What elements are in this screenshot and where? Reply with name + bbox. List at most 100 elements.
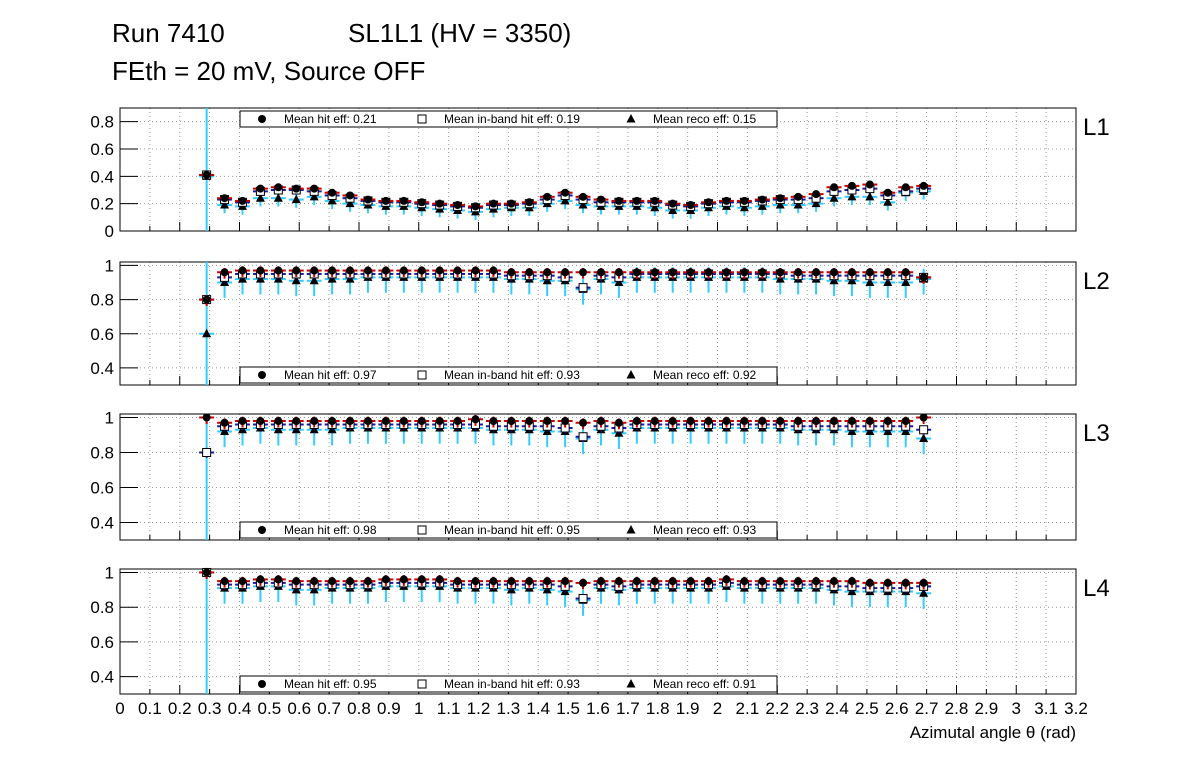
hit-point: [435, 417, 444, 425]
reco-point: [919, 433, 929, 442]
hit-point: [812, 190, 821, 199]
hit-point: [830, 183, 839, 192]
hit-point: [614, 418, 623, 427]
layer-label: L4: [1083, 575, 1110, 602]
hit-point: [686, 417, 695, 425]
reco-point: [739, 202, 749, 212]
hit-point: [202, 568, 211, 577]
hit-point: [238, 577, 247, 586]
reco-point: [273, 193, 283, 202]
legend: Mean hit eff: 0.21 Mean in-band hit eff: …: [239, 110, 778, 128]
legend-hit-text: Mean hit eff: 0.95: [284, 677, 377, 691]
legend-hit-text: Mean hit eff: 0.98: [284, 523, 377, 537]
hit-point: [579, 578, 588, 587]
hit-point: [238, 266, 247, 275]
hit-point: [310, 266, 319, 275]
hit-point: [579, 192, 588, 201]
reco-point: [327, 195, 337, 205]
legend-box: [239, 366, 778, 384]
panel-L3: 0.4 0.6 0.8 1 Mean hit eff: 0.98 Mean in-band…: [90, 409, 1110, 541]
x-tick-label: 2.3: [795, 699, 819, 718]
hit-point: [543, 577, 552, 586]
series-hit: [199, 266, 932, 306]
x-tick-label: 0.1: [138, 699, 162, 718]
x-tick-label: 1.2: [467, 699, 491, 718]
hit-point: [812, 577, 821, 586]
hit-point: [650, 268, 659, 277]
hit-point: [686, 577, 695, 586]
reco-point: [291, 275, 301, 285]
hit-point: [417, 575, 426, 584]
hit-point: [740, 268, 749, 277]
hit-point: [399, 266, 408, 275]
hit-point: [471, 415, 480, 424]
hit-point: [310, 577, 319, 586]
x-tick-label: 0.5: [258, 699, 282, 718]
hit-point: [704, 268, 713, 277]
hit-point: [310, 417, 319, 425]
y-tick-label: 0.6: [90, 325, 114, 344]
hit-point: [292, 417, 301, 425]
hit-point: [328, 417, 337, 425]
hit-point: [758, 577, 767, 586]
hit-point: [471, 266, 480, 275]
x-tick-label: 3: [1012, 699, 1021, 718]
hit-point: [650, 577, 659, 586]
hit-point: [471, 202, 480, 211]
reco-point: [291, 194, 301, 204]
x-tick-label: 3.1: [1034, 699, 1058, 718]
hit-point: [238, 417, 247, 425]
hit-point: [507, 417, 516, 425]
y-tick-label: 0.4: [90, 514, 114, 533]
x-tick-label: 2: [713, 699, 722, 718]
hit-point: [346, 577, 355, 586]
series-hit: [199, 170, 932, 211]
y-tick-label: 0.2: [90, 195, 114, 214]
hit-point: [614, 196, 623, 205]
hit-point: [256, 184, 265, 193]
legend-reco-text: Mean reco eff: 0.15: [653, 112, 757, 126]
reco-point: [309, 275, 319, 285]
hit-point: [399, 417, 408, 425]
inband-point: [919, 425, 929, 435]
hit-point: [220, 194, 229, 203]
hit-point: [596, 195, 605, 204]
x-tick-label: 0.8: [347, 699, 371, 718]
hit-point: [722, 417, 731, 425]
hit-point: [489, 199, 498, 208]
x-tick-label: 0.6: [287, 699, 311, 718]
hit-point: [722, 268, 731, 277]
reco-point: [847, 191, 857, 201]
hit-point: [346, 417, 355, 425]
x-tick-label: 1.9: [676, 699, 700, 718]
hit-point: [381, 266, 390, 275]
legend-reco-marker: [626, 114, 636, 123]
reco-point: [668, 205, 678, 214]
hit-point: [883, 417, 892, 425]
hit-point: [220, 268, 229, 277]
hit-point: [417, 417, 426, 425]
x-tick-label: 2.7: [915, 699, 939, 718]
y-tick-label: 0.8: [90, 113, 114, 132]
y-tick-label: 0.4: [90, 167, 114, 186]
panel-frame: [119, 568, 1077, 695]
panel-L4: 0.4 0.6 0.8 1 Mean hit eff: 0.95 Mean in-band…: [90, 563, 1110, 695]
hit-point: [561, 188, 570, 197]
hit-point: [596, 417, 605, 425]
hit-point: [238, 196, 247, 205]
legend-reco-marker: [626, 525, 636, 534]
hit-point: [274, 266, 283, 275]
inband-point: [578, 432, 588, 442]
reco-point: [757, 201, 767, 210]
hit-point: [471, 577, 480, 586]
hit-point: [256, 266, 265, 275]
hit-point: [614, 577, 623, 586]
panels: 0 0.2 0.4 0.6 0.8 Mean hit eff: 0.21 Mean in-b…: [90, 107, 1110, 695]
hit-point: [310, 184, 319, 193]
legend-hit-marker: [258, 115, 266, 123]
hit-point: [847, 577, 856, 586]
hit-point: [830, 417, 839, 425]
x-tick-label: 0.7: [317, 699, 341, 718]
panel-frame: [119, 413, 1077, 541]
y-tick-label: 0.8: [90, 444, 114, 463]
